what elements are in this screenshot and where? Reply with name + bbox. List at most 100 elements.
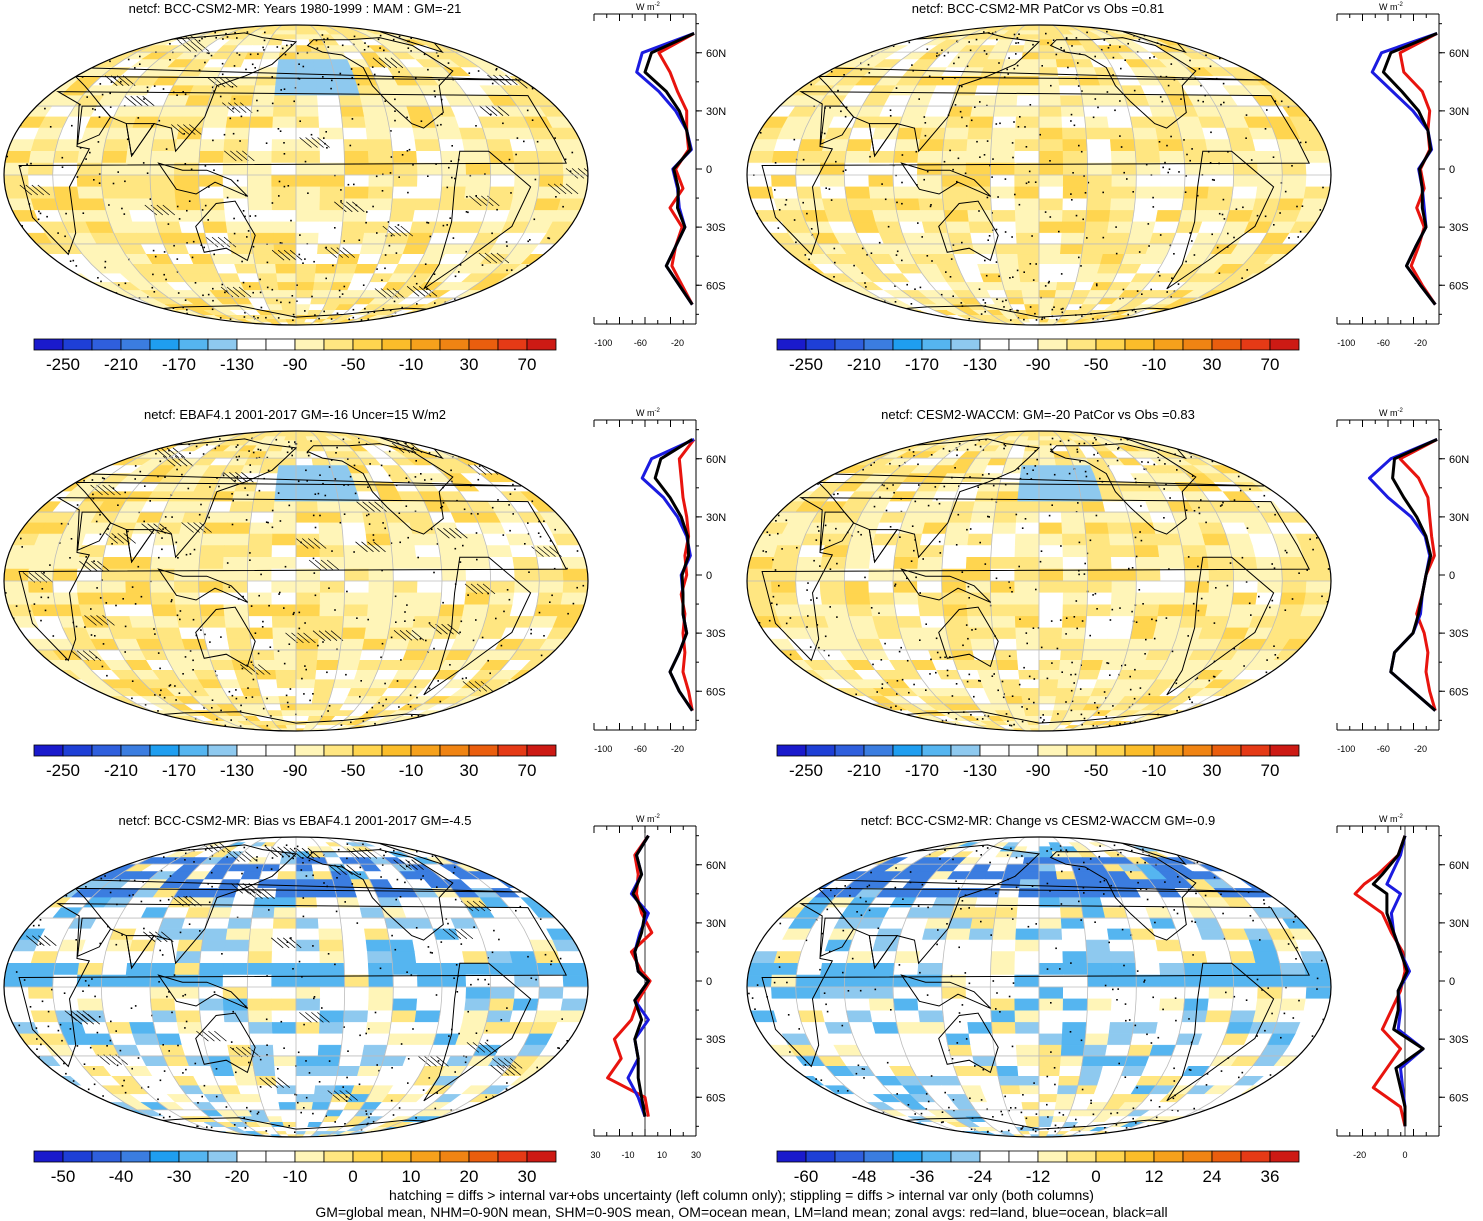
coastline-s-america bbox=[423, 556, 532, 696]
colorbar-tick-label: -40 bbox=[109, 1167, 134, 1184]
colorbar-tick-label: -50 bbox=[1084, 355, 1109, 372]
colorbar-swatch bbox=[834, 744, 865, 757]
colorbar-swatch bbox=[1037, 744, 1068, 757]
colorbar-swatch bbox=[91, 744, 122, 757]
colorbar-tick-label: -210 bbox=[847, 761, 881, 778]
colorbar-swatch bbox=[1153, 744, 1184, 757]
colorbar-swatch bbox=[149, 338, 180, 351]
coastline-antarctica bbox=[138, 1117, 454, 1137]
zonal-lat-label: 30N bbox=[706, 918, 726, 930]
zonal-x-tick-label: 10 bbox=[657, 1150, 667, 1160]
zonal-lat-label: 60S bbox=[706, 280, 726, 292]
colorbar-swatch bbox=[1095, 744, 1126, 757]
colorbar-swatch bbox=[352, 338, 383, 351]
colorbar-swatch bbox=[120, 1150, 151, 1163]
coastline-africa bbox=[18, 497, 568, 662]
zonal-unit-label: W m-2 bbox=[636, 814, 660, 824]
zonal-line-black bbox=[643, 32, 695, 306]
zonal-lat-label: 0 bbox=[1449, 164, 1455, 176]
zonal-line-black bbox=[631, 834, 650, 1117]
colorbar-swatch bbox=[776, 338, 807, 351]
zonal-unit-label: W m-2 bbox=[1379, 814, 1403, 824]
colorbar-swatch bbox=[91, 1150, 122, 1163]
colorbar-swatch bbox=[1240, 1150, 1271, 1163]
colorbar-swatch bbox=[294, 1150, 325, 1163]
colorbar-swatch bbox=[863, 338, 894, 351]
map-panel-model-mam: netcf: BCC-CSM2-MR: Years 1980-1999 : MA… bbox=[0, 0, 740, 400]
colorbar-swatch bbox=[497, 338, 528, 351]
colorbar-swatch bbox=[62, 338, 93, 351]
colorbar-swatch bbox=[410, 338, 441, 351]
colorbar-tick-label: -24 bbox=[968, 1167, 993, 1184]
coastline-africa bbox=[761, 91, 1311, 256]
zonal-lat-label: 0 bbox=[706, 164, 712, 176]
colorbar-swatch bbox=[1008, 338, 1039, 351]
colorbar-swatch bbox=[236, 338, 267, 351]
zonal-lat-label: 0 bbox=[706, 976, 712, 988]
zonal-x-tick-label: -100 bbox=[1337, 338, 1355, 348]
coastline-arabia bbox=[77, 511, 112, 552]
zonal-line-black bbox=[1381, 32, 1438, 306]
coastline-australia bbox=[938, 1012, 999, 1074]
zonal-x-tick-label: 30 bbox=[691, 1150, 701, 1160]
colorbar-swatch bbox=[1095, 338, 1126, 351]
colorbar-swatch bbox=[178, 1150, 209, 1163]
colorbar-tick-label: -50 bbox=[51, 1167, 76, 1184]
map-panel-change: netcf: BCC-CSM2-MR: Change vs CESM2-WACC… bbox=[743, 812, 1483, 1212]
colorbar-swatch bbox=[439, 338, 470, 351]
coastline-s-america bbox=[1166, 556, 1275, 696]
colorbar-tick-label: 30 bbox=[1203, 355, 1222, 372]
map-title: netcf: BCC-CSM2-MR: Years 1980-1999 : MA… bbox=[128, 1, 462, 16]
colorbar-tick-label: 70 bbox=[518, 355, 537, 372]
world-map bbox=[746, 430, 1332, 732]
zonal-line-black bbox=[1389, 438, 1438, 712]
colorbar-tick-label: -210 bbox=[847, 355, 881, 372]
colorbar-swatch bbox=[178, 744, 209, 757]
map-title: netcf: CESM2-WACCM: GM=-20 PatCor vs Obs… bbox=[881, 407, 1195, 422]
colorbar-swatch bbox=[439, 744, 470, 757]
colorbar-swatch bbox=[381, 338, 412, 351]
colorbar-swatch bbox=[1124, 1150, 1155, 1163]
zonal-lat-label: 60N bbox=[706, 860, 726, 872]
colorbar-swatch bbox=[863, 744, 894, 757]
colorbar-tick-label: -50 bbox=[341, 355, 366, 372]
colorbar-tick-label: -90 bbox=[283, 761, 308, 778]
colorbar-swatch bbox=[265, 338, 296, 351]
zonal-x-tick-label: -100 bbox=[1337, 744, 1355, 754]
colorbar-tick-label: -10 bbox=[283, 1167, 308, 1184]
colorbar-tick-label: -10 bbox=[1142, 355, 1167, 372]
zonal-average-plot: W m-2 -100 -60 -20 60N 30N 0 30S 60S bbox=[1336, 408, 1469, 754]
colorbar-tick-label: 30 bbox=[460, 761, 479, 778]
colorbar-swatch bbox=[468, 744, 499, 757]
colorbar-swatch bbox=[1211, 1150, 1242, 1163]
map-panel-model-patcor: netcf: BCC-CSM2-MR PatCor vs Obs =0.81 W … bbox=[743, 0, 1483, 400]
colorbar-swatch bbox=[236, 744, 267, 757]
colorbar-swatch bbox=[805, 338, 836, 351]
colorbar-tick-label: 70 bbox=[1261, 761, 1280, 778]
coastline-africa bbox=[761, 903, 1311, 1068]
colorbar-swatch bbox=[1269, 744, 1300, 757]
colorbar-swatch bbox=[1182, 338, 1213, 351]
colorbar-swatch bbox=[33, 338, 64, 351]
colorbar-swatch bbox=[207, 338, 238, 351]
colorbar-swatch bbox=[1037, 1150, 1068, 1163]
colorbar-tick-label: 24 bbox=[1203, 1167, 1222, 1184]
colorbar-swatch bbox=[468, 338, 499, 351]
coastline-n-america bbox=[1049, 37, 1197, 129]
colorbar-tick-label: -10 bbox=[399, 355, 424, 372]
colorbar-swatch bbox=[979, 1150, 1010, 1163]
colorbar-swatch bbox=[1211, 338, 1242, 351]
colorbar-swatch bbox=[1008, 744, 1039, 757]
coastline-antarctica bbox=[881, 1117, 1197, 1137]
world-map bbox=[3, 430, 589, 732]
coastline-europe-asia bbox=[74, 32, 522, 158]
coastline-india bbox=[125, 935, 156, 970]
footnote-line-2: GM=global mean, NHM=0-90N mean, SHM=0-90… bbox=[315, 1204, 1168, 1220]
colorbar-swatch bbox=[979, 744, 1010, 757]
colorbar-tick-label: 0 bbox=[1091, 1167, 1100, 1184]
world-map bbox=[746, 24, 1332, 326]
colorbar-tick-label: -50 bbox=[341, 761, 366, 778]
zonal-x-tick-label: -100 bbox=[594, 744, 612, 754]
colorbar-tick-label: -130 bbox=[220, 355, 254, 372]
coastline-s-america bbox=[1166, 150, 1275, 290]
